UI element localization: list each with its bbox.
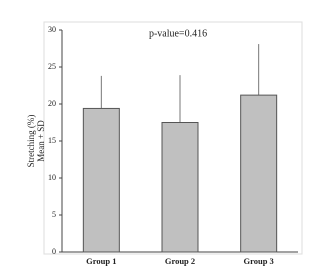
y-axis-label: Stretching (%) bbox=[26, 115, 36, 168]
annotation: p-value=0.416 bbox=[149, 28, 207, 39]
y-tick-label: 15 bbox=[48, 136, 56, 145]
y-tick-label: 0 bbox=[52, 247, 56, 256]
x-tick-label: Group 2 bbox=[165, 256, 195, 266]
y-tick-label: 30 bbox=[48, 25, 56, 34]
bar bbox=[161, 122, 199, 253]
y-axis-label: Mean + SD bbox=[36, 120, 46, 162]
y-tick-label: 25 bbox=[48, 62, 56, 71]
y-tick-label: 20 bbox=[48, 99, 56, 108]
x-tick-label: Group 1 bbox=[86, 256, 116, 266]
frame bbox=[43, 21, 303, 255]
bar bbox=[240, 94, 278, 253]
x-tick-label: Group 3 bbox=[244, 256, 274, 266]
y-tick-label: 10 bbox=[48, 173, 56, 182]
y-tick-label: 5 bbox=[52, 210, 56, 219]
bar bbox=[82, 107, 120, 253]
